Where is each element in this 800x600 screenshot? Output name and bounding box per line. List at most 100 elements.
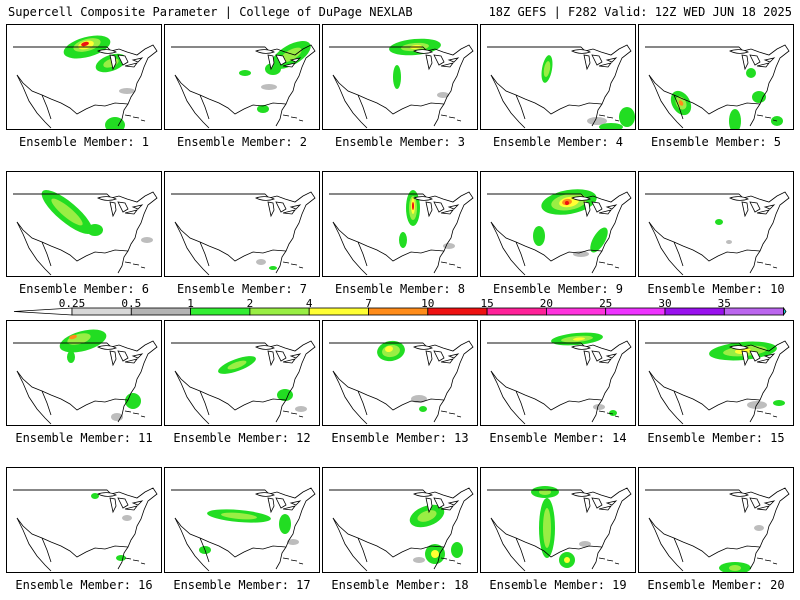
colorbar-segment bbox=[427, 307, 488, 316]
conus-map bbox=[645, 191, 790, 276]
ensemble-member-label: Ensemble Member: 14 bbox=[489, 431, 627, 445]
conus-map bbox=[171, 340, 316, 425]
scp-contour-area bbox=[279, 514, 291, 534]
great-lake bbox=[255, 345, 275, 350]
coastline bbox=[16, 74, 52, 129]
scp-contour-area bbox=[105, 117, 125, 129]
coastline bbox=[756, 114, 778, 122]
coastline bbox=[598, 410, 620, 418]
coastline bbox=[174, 74, 210, 129]
great-lake bbox=[97, 345, 117, 350]
scp-contour-area bbox=[593, 404, 605, 410]
colorbar-tick-label: 0.5 bbox=[121, 297, 142, 310]
great-lake bbox=[433, 350, 445, 362]
coastline bbox=[332, 74, 368, 129]
colorbar-tick-label: 35 bbox=[717, 297, 731, 310]
great-lake bbox=[413, 492, 433, 497]
scp-contour-area bbox=[122, 515, 132, 521]
coastline bbox=[648, 221, 684, 276]
conus-map bbox=[487, 189, 632, 276]
great-lake bbox=[749, 54, 761, 66]
ensemble-member-map bbox=[164, 24, 320, 130]
colorbar-segment bbox=[308, 307, 369, 316]
coastline bbox=[645, 340, 790, 423]
coastline bbox=[16, 370, 52, 425]
coastline bbox=[16, 221, 52, 276]
ensemble-member-label: Ensemble Member: 12 bbox=[173, 431, 311, 445]
great-lake bbox=[571, 49, 591, 54]
scp-contour-area bbox=[385, 345, 393, 353]
great-lake bbox=[413, 49, 433, 54]
colorbar-tick-label: 2 bbox=[246, 297, 254, 310]
ensemble-member-label: Ensemble Member: 13 bbox=[331, 431, 469, 445]
coastline bbox=[124, 557, 146, 565]
coastline bbox=[487, 44, 632, 127]
conus-map bbox=[487, 44, 635, 129]
ensemble-member-label: Ensemble Member: 9 bbox=[492, 282, 624, 296]
great-lake bbox=[447, 500, 460, 506]
great-lake bbox=[729, 196, 749, 201]
coastline bbox=[171, 487, 316, 570]
great-lake bbox=[598, 358, 612, 364]
scp-contour-area bbox=[269, 266, 277, 270]
ensemble-member-map bbox=[638, 171, 794, 277]
colorbar-segment bbox=[486, 307, 547, 316]
great-lake bbox=[275, 201, 287, 213]
great-lake bbox=[447, 353, 460, 359]
coastline bbox=[332, 517, 368, 572]
scp-contour-area bbox=[256, 259, 266, 265]
great-lake bbox=[425, 201, 433, 218]
colorbar-segment bbox=[664, 307, 725, 316]
great-lake bbox=[598, 209, 612, 215]
colorbar-tick-label: 15 bbox=[480, 297, 494, 310]
great-lake bbox=[591, 54, 603, 66]
coastline bbox=[490, 517, 526, 572]
scp-contour-area bbox=[280, 47, 302, 63]
coastline bbox=[174, 517, 210, 572]
ensemble-member-map bbox=[480, 467, 636, 573]
great-lake bbox=[591, 201, 603, 213]
scp-contour-area bbox=[437, 92, 449, 98]
coastline bbox=[756, 261, 778, 269]
scp-contour-area bbox=[678, 100, 684, 106]
colorbar-segment bbox=[723, 307, 784, 316]
great-lake bbox=[425, 54, 433, 71]
great-lake bbox=[255, 492, 275, 497]
scp-contour-area bbox=[754, 525, 764, 531]
conus-map bbox=[645, 487, 790, 572]
conus-map bbox=[13, 487, 158, 572]
scp-contour-area bbox=[295, 406, 307, 412]
ensemble-member-map bbox=[480, 171, 636, 277]
colorbar-tick-label: 20 bbox=[539, 297, 554, 310]
coastline bbox=[124, 114, 146, 122]
great-lake bbox=[131, 500, 144, 506]
ensemble-member-label: Ensemble Member: 10 bbox=[647, 282, 785, 296]
coastline bbox=[440, 410, 462, 418]
scp-contour-area bbox=[393, 65, 401, 89]
great-lake bbox=[763, 204, 776, 210]
color-scale-legend bbox=[13, 306, 787, 317]
scp-contour-area bbox=[729, 565, 741, 571]
scp-contour-area bbox=[539, 489, 551, 495]
scp-contour-area bbox=[257, 105, 269, 113]
conus-map bbox=[13, 329, 158, 425]
colorbar-tick-label: 1 bbox=[187, 297, 194, 310]
great-lake bbox=[433, 497, 445, 509]
ensemble-member-label: Ensemble Member: 8 bbox=[334, 282, 466, 296]
coastline bbox=[329, 487, 474, 570]
great-lake bbox=[583, 54, 591, 71]
great-lake bbox=[763, 353, 776, 359]
great-lake bbox=[729, 49, 749, 54]
coastline bbox=[756, 557, 778, 565]
coastline bbox=[440, 557, 462, 565]
coastline bbox=[645, 44, 790, 127]
colorbar-segment bbox=[368, 307, 429, 316]
great-lake bbox=[282, 209, 296, 215]
great-lake bbox=[109, 201, 117, 218]
coastline bbox=[648, 517, 684, 572]
great-lake bbox=[440, 358, 454, 364]
great-lake bbox=[425, 350, 433, 367]
ensemble-member-label: Ensemble Member: 18 bbox=[331, 578, 469, 592]
great-lake bbox=[571, 492, 591, 497]
ensemble-member-label: Ensemble Member: 11 bbox=[15, 431, 153, 445]
